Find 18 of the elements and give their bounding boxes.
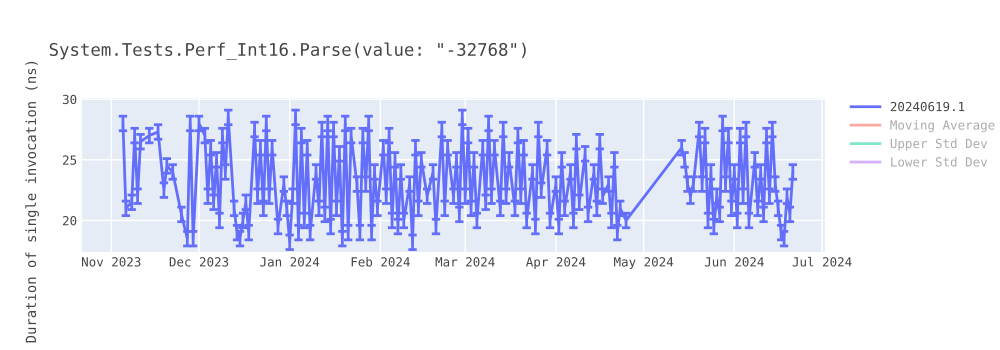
y-tick-label: 25 <box>63 155 76 165</box>
x-tick-label: Nov 2023 <box>82 257 140 267</box>
y-tick-label: 30 <box>62 94 76 104</box>
x-tick-label: Jul 2024 <box>792 256 852 267</box>
legend-label: Moving Average <box>890 120 994 132</box>
x-tick-label: May 2024 <box>614 257 674 270</box>
x-tick-label: Jan 2024 <box>260 257 320 267</box>
legend-label: 20240619.1 <box>890 102 964 112</box>
legend-label: Lower Std Dev <box>891 156 988 167</box>
legend-label: Upper Std Dev <box>890 138 988 151</box>
y-tick-label: 20 <box>63 216 76 226</box>
y-axis-title: Duration of single invocation (ns) <box>25 62 39 342</box>
x-tick-label: Jun 2024 <box>704 257 764 267</box>
x-tick-label: Mar 2024 <box>436 257 495 267</box>
x-tick-label: Dec 2023 <box>170 257 228 267</box>
chart-title: System.Tests.Perf_Int16.Parse(value: "-32768") <box>50 42 526 60</box>
x-tick-label: Apr 2024 <box>526 257 586 270</box>
x-tick-label: Feb 2024 <box>352 256 410 267</box>
